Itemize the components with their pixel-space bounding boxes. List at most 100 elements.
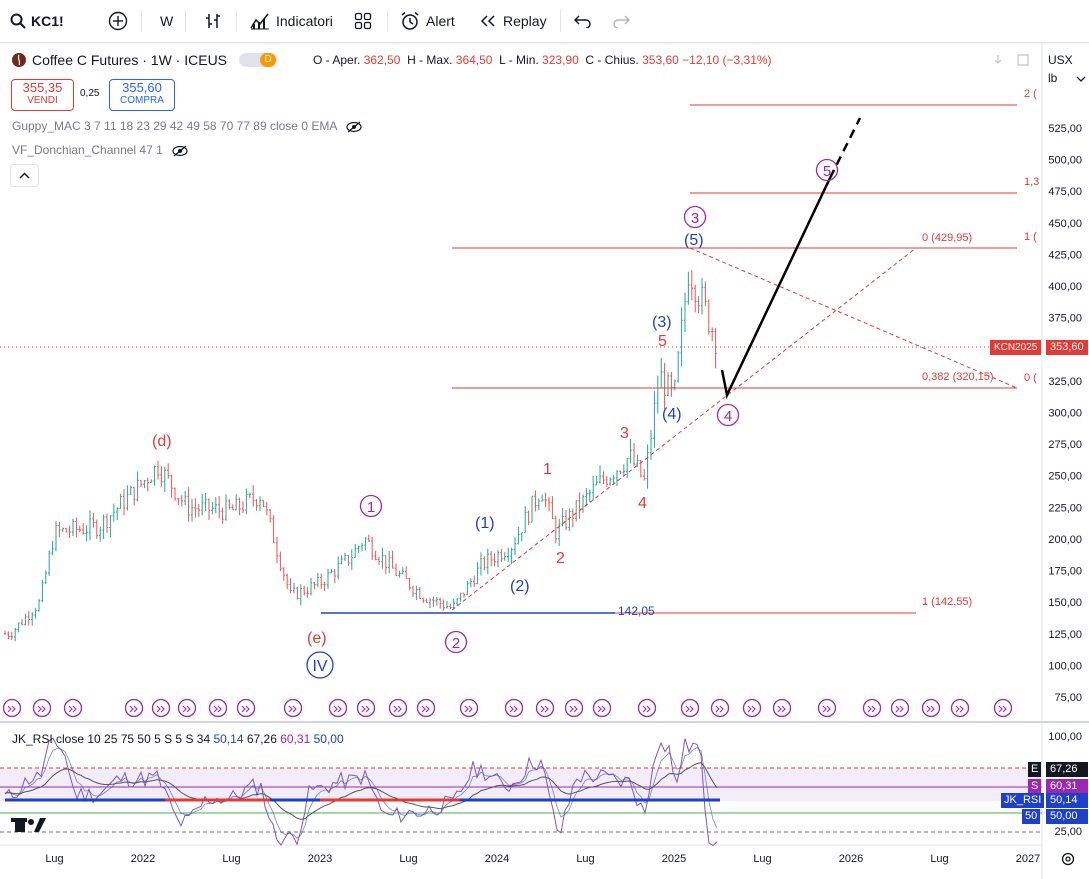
time-tick-label: Lug <box>399 853 417 865</box>
compare-button[interactable] <box>108 0 128 42</box>
event-marker-arrow <box>955 705 960 713</box>
event-marker-arrow <box>751 705 756 713</box>
indicators-button[interactable]: Indicatori <box>250 0 333 42</box>
collapse-legend-button[interactable] <box>10 164 39 187</box>
event-marker-arrow <box>715 705 720 713</box>
replay-button[interactable]: Replay <box>479 0 547 42</box>
sell-button[interactable]: 355,35 VENDI <box>11 79 74 111</box>
wave-circle-1 <box>359 494 383 518</box>
time-tick-label: 2026 <box>839 853 863 865</box>
event-marker-icon <box>63 698 83 718</box>
event-marker-arrow <box>393 705 398 713</box>
event-marker-arrow <box>509 705 514 713</box>
event-marker-icon <box>388 698 408 718</box>
alert-button[interactable]: Alert <box>400 0 455 42</box>
gear-icon <box>1061 852 1075 866</box>
event-marker-icon <box>416 698 436 718</box>
wave-circle-3 <box>683 205 707 229</box>
price-tick-label: 125,00 <box>1048 629 1082 641</box>
download-icon[interactable] <box>992 53 1036 67</box>
chart-legend[interactable]: Coffee C Futures · 1W · ICEUS D <box>12 52 278 68</box>
rsi-slow-line <box>4 762 718 820</box>
wave-label-d: (d) <box>152 433 172 450</box>
event-marker-arrow <box>182 705 187 713</box>
high-value: 364,50 <box>455 53 493 67</box>
fib-label-0382: 0,382 (320,15) <box>922 371 994 383</box>
event-marker-arrow <box>781 705 786 713</box>
fib-label-0b: 0 ( <box>1024 372 1037 384</box>
event-marker-icon <box>564 698 584 718</box>
change-value: −12,10 (−3,31%) <box>682 53 772 67</box>
price-tick-label: 450,00 <box>1048 218 1082 230</box>
interval-button[interactable]: W <box>160 0 173 42</box>
event-marker-icon <box>208 698 228 718</box>
price-tick-label: 525,00 <box>1048 123 1082 135</box>
ohlc-values: O - Aper. 362,50 H - Max. 364,50 L - Min… <box>313 53 772 67</box>
event-marker-arrow <box>777 705 782 713</box>
event-marker-arrow <box>213 705 218 713</box>
event-marker-icon <box>817 698 837 718</box>
event-marker-icon <box>124 698 144 718</box>
event-marker-arrow <box>871 705 876 713</box>
rsi-legend-label: JK_RSI close 10 25 75 50 5 S 5 S 34 <box>12 732 211 746</box>
event-marker-arrow <box>468 705 473 713</box>
unit-select[interactable]: lb <box>1044 70 1086 86</box>
wave-label-b3: (3) <box>652 314 672 331</box>
symbol-search[interactable]: KC1! <box>10 0 64 42</box>
wave-label-iv: IV <box>312 658 327 675</box>
event-marker-arrow <box>899 705 904 713</box>
low-value: 323,90 <box>542 53 579 67</box>
price-tick-label: 325,00 <box>1048 376 1082 388</box>
currency-select[interactable]: USX lb <box>1044 50 1086 86</box>
projection-line <box>720 177 832 399</box>
replay-label: Replay <box>503 13 547 29</box>
indicator-donchian[interactable]: VF_Donchian_Channel 47 1 <box>12 143 188 157</box>
rsi-band <box>0 768 1042 801</box>
indicators-icon <box>250 13 269 30</box>
event-marker-arrow <box>689 705 694 713</box>
event-marker-arrow <box>160 705 165 713</box>
rsi-legend[interactable]: JK_RSI close 10 25 75 50 5 S 5 S 34 50,1… <box>12 732 344 746</box>
event-marker-icon <box>459 698 479 718</box>
rsi-badge-value: 50,00 <box>1046 809 1088 824</box>
indicator-guppy[interactable]: Guppy_MAC 3 7 11 18 23 29 42 49 58 70 77… <box>12 119 362 133</box>
alarm-clock-icon <box>401 11 419 30</box>
layouts-button[interactable] <box>354 0 372 42</box>
eye-crossed-icon[interactable] <box>346 121 362 133</box>
rsi-signal-line <box>4 747 718 839</box>
time-tick-label: Lug <box>753 853 771 865</box>
event-marker-arrow <box>11 705 16 713</box>
divider <box>236 10 237 32</box>
chevron-down-icon <box>1076 76 1086 82</box>
event-marker-arrow <box>719 705 724 713</box>
event-marker-icon <box>328 698 348 718</box>
event-marker-arrow <box>421 705 426 713</box>
event-marker-arrow <box>397 705 402 713</box>
time-tick-label: 2022 <box>131 853 155 865</box>
event-marker-arrow <box>7 705 12 713</box>
top-toolbar: KC1! W Indicatori Alert Replay <box>0 0 1089 43</box>
wave-label-r2: 2 <box>556 550 565 567</box>
time-tick-label: Lug <box>222 853 240 865</box>
time-tick-label: Lug <box>576 853 594 865</box>
coffee-bean-icon <box>12 53 26 67</box>
projection-dashed <box>828 117 862 179</box>
event-markers <box>2 698 1013 718</box>
event-marker-icon <box>890 698 910 718</box>
event-marker-arrow <box>361 705 366 713</box>
buy-button[interactable]: 355,60 COMPRA <box>109 79 175 111</box>
wave-label-p2: 2 <box>452 635 460 652</box>
event-marker-arrow <box>544 705 549 713</box>
support-label: 142,05 <box>618 604 655 618</box>
event-marker-arrow <box>464 705 469 713</box>
undo-button[interactable] <box>574 0 592 42</box>
redo-button[interactable] <box>612 0 630 42</box>
time-tick-label: 2025 <box>662 853 686 865</box>
rsi-legend-v1: 50,14 <box>213 732 244 746</box>
price-tick-label: 400,00 <box>1048 281 1082 293</box>
settings-button[interactable] <box>1060 851 1076 872</box>
eye-crossed-icon[interactable] <box>172 145 188 157</box>
event-marker-icon <box>236 698 256 718</box>
event-marker-icon <box>356 698 376 718</box>
chart-type-button[interactable] <box>203 0 223 42</box>
